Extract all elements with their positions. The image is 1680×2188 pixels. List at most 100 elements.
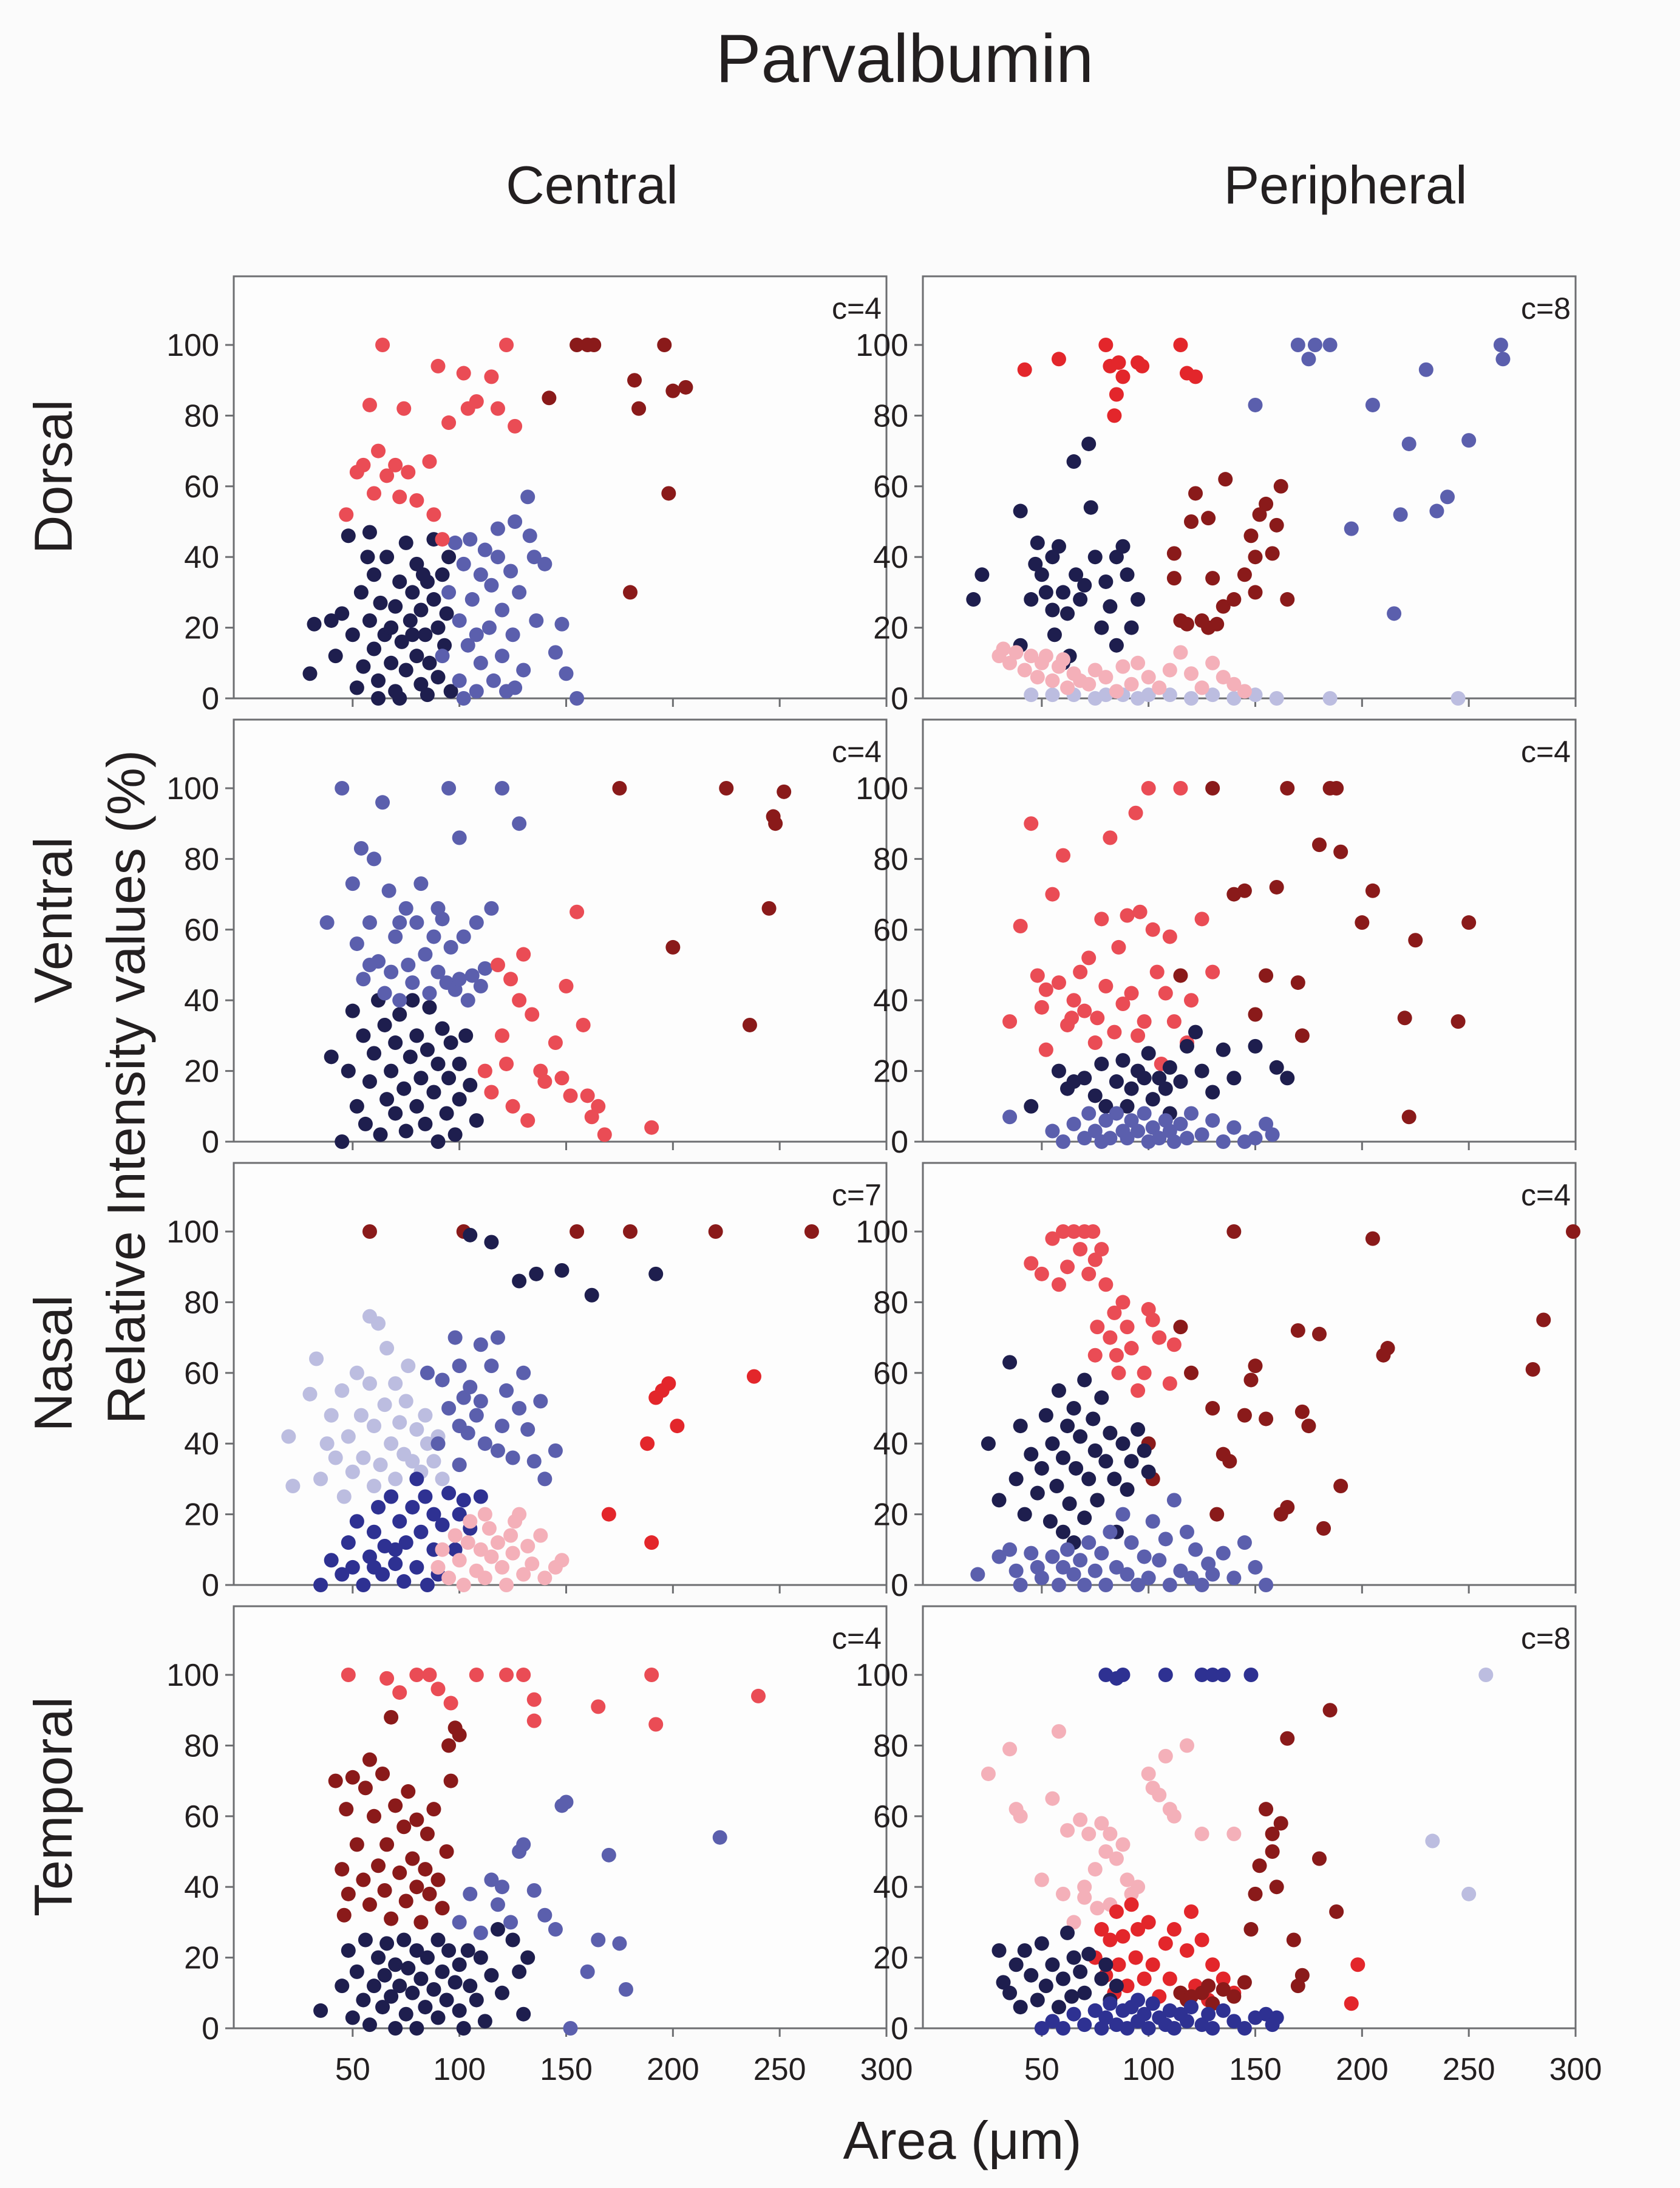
data-point: [505, 1932, 520, 1948]
data-point: [341, 1535, 356, 1550]
data-point: [1158, 1748, 1173, 1764]
data-point: [1087, 1123, 1103, 1139]
data-point: [452, 1507, 467, 1522]
series-c5: [420, 1330, 563, 1487]
data-point: [1077, 1372, 1092, 1388]
data-point: [1131, 1880, 1146, 1895]
data-point: [554, 1553, 570, 1568]
data-point: [490, 1897, 505, 1912]
data-point: [1087, 2003, 1103, 2018]
data-point: [1269, 879, 1284, 895]
plot-frame: [233, 275, 888, 700]
data-point: [405, 1499, 420, 1515]
y-tick-label: 100: [166, 1215, 219, 1250]
data-point: [375, 338, 390, 352]
data-point: [719, 781, 734, 796]
data-point: [441, 550, 457, 565]
data-point: [447, 535, 463, 550]
data-point: [409, 1099, 424, 1114]
data-point: [484, 1085, 499, 1100]
data-point: [396, 1932, 412, 1948]
data-point: [398, 663, 413, 678]
data-point: [499, 1383, 514, 1398]
data-point: [1418, 362, 1433, 377]
data-point: [1109, 1074, 1124, 1089]
data-point: [452, 1457, 467, 1473]
data-point: [1145, 1312, 1160, 1327]
data-point: [1132, 904, 1148, 919]
series-c2: [1173, 781, 1477, 1125]
data-point: [388, 1798, 403, 1813]
data-point: [371, 1499, 386, 1515]
cluster-count-label: c=8: [1521, 1621, 1571, 1655]
data-point: [1329, 781, 1344, 796]
data-point: [1013, 2000, 1028, 2015]
data-point: [490, 1330, 505, 1345]
data-point: [1002, 1742, 1018, 1757]
data-point: [522, 528, 537, 544]
data-point: [392, 489, 407, 505]
data-point: [401, 1961, 416, 1976]
data-point: [584, 1287, 599, 1303]
data-point: [341, 1429, 356, 1444]
data-point: [452, 673, 467, 688]
data-point: [1450, 691, 1466, 706]
data-point: [1077, 2017, 1092, 2033]
data-point: [362, 1897, 377, 1912]
row-label-nasal: Nasal: [23, 1295, 83, 1432]
data-point: [1056, 1134, 1070, 1149]
data-point: [388, 599, 403, 614]
data-point: [1137, 2006, 1152, 2022]
series-cluster-mid: [319, 781, 527, 1008]
data-point: [1248, 397, 1263, 412]
data-point: [1280, 781, 1295, 796]
data-point: [420, 1950, 435, 1965]
data-point: [1045, 1123, 1060, 1139]
data-point: [804, 1224, 819, 1239]
data-point: [1194, 1578, 1209, 1592]
data-point: [1094, 1242, 1109, 1257]
data-point: [307, 616, 322, 632]
data-point: [505, 627, 520, 642]
data-point: [495, 1028, 509, 1043]
data-point: [1237, 567, 1252, 582]
data-point: [1201, 620, 1216, 635]
data-point: [1028, 556, 1043, 571]
data-point: [345, 1559, 360, 1575]
data-point: [435, 1471, 450, 1487]
data-point: [1226, 1071, 1242, 1086]
data-point: [1312, 1851, 1327, 1866]
data-point: [1107, 1305, 1122, 1320]
data-point: [1184, 1570, 1199, 1586]
data-point: [356, 1450, 371, 1465]
y-tick-label: 0: [891, 1568, 908, 1603]
data-point: [1024, 687, 1039, 703]
data-point: [1073, 1964, 1088, 1979]
data-point: [1440, 489, 1455, 505]
data-point: [473, 1950, 488, 1965]
data-point: [341, 1668, 356, 1682]
data-point: [542, 390, 557, 406]
data-point: [1152, 1131, 1167, 1146]
data-point: [413, 1524, 429, 1539]
data-point: [371, 691, 386, 706]
data-point: [341, 1063, 356, 1079]
data-point: [460, 1425, 475, 1440]
data-point: [435, 1542, 450, 1557]
data-point: [1034, 1872, 1049, 1887]
data-point: [1124, 1113, 1139, 1128]
data-point: [473, 978, 488, 993]
data-point: [537, 1471, 553, 1487]
data-point: [1042, 1514, 1058, 1529]
data-point: [1248, 1038, 1263, 1054]
data-point: [1393, 507, 1408, 522]
data-point: [1094, 620, 1109, 635]
series-c3: [981, 1355, 1156, 1550]
data-point: [1294, 1028, 1310, 1043]
data-point: [441, 1401, 457, 1416]
data-point: [1087, 1862, 1103, 1877]
data-point: [1120, 1131, 1135, 1146]
series-c5: [1017, 338, 1203, 423]
data-point: [1098, 1113, 1114, 1128]
